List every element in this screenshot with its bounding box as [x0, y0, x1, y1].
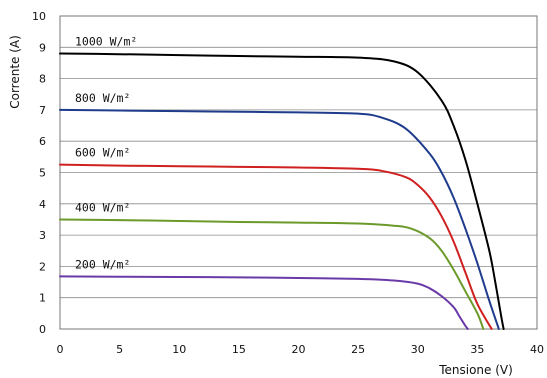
y-tick-label: 0 — [39, 323, 46, 336]
x-tick-label: 35 — [470, 343, 484, 356]
x-tick-label: 40 — [530, 343, 544, 356]
y-tick-label: 9 — [39, 41, 46, 54]
axes — [59, 15, 538, 330]
series-line-0 — [59, 52, 505, 330]
series-line-1 — [59, 108, 500, 330]
x-tick-label: 5 — [116, 343, 123, 356]
y-tick-label: 3 — [39, 229, 46, 242]
y-tick-label: 4 — [39, 198, 46, 211]
grid — [60, 46, 537, 299]
x-tick-label: 25 — [351, 343, 365, 356]
series-label-4: 200 W/m² — [75, 257, 130, 271]
series-label-3: 400 W/m² — [75, 200, 130, 214]
y-tick-label: 2 — [39, 260, 46, 273]
x-tick-label: 0 — [57, 343, 64, 356]
y-axis-title: Corrente (A) — [8, 35, 22, 109]
x-tick-label: 10 — [172, 343, 186, 356]
y-tick-label: 5 — [39, 167, 46, 180]
curves — [59, 52, 505, 330]
y-tick-label: 1 — [39, 292, 46, 305]
x-tick-label: 20 — [292, 343, 306, 356]
y-tick-label: 6 — [39, 135, 46, 148]
y-tick-label: 7 — [39, 104, 46, 117]
plot-frame — [59, 15, 538, 330]
series-line-4 — [59, 275, 469, 330]
x-tick-label: 30 — [411, 343, 425, 356]
series-label-1: 800 W/m² — [75, 91, 130, 105]
curve-labels: 1000 W/m² 800 W/m² 600 W/m² 400 W/m² 200 W/m… — [75, 35, 137, 272]
x-axis-title: Tensione (V) — [438, 363, 513, 377]
series-line-3 — [59, 218, 485, 330]
series-label-2: 600 W/m² — [75, 146, 130, 160]
tick-labels: 0 1 2 3 4 5 6 7 8 9 10 0 5 10 15 20 25 30 35 40 — [32, 10, 544, 356]
y-tick-label: 8 — [39, 73, 46, 86]
series-label-0: 1000 W/m² — [75, 35, 137, 49]
x-tick-label: 15 — [232, 343, 246, 356]
y-tick-label: 10 — [32, 10, 46, 23]
series-line-2 — [59, 163, 493, 330]
